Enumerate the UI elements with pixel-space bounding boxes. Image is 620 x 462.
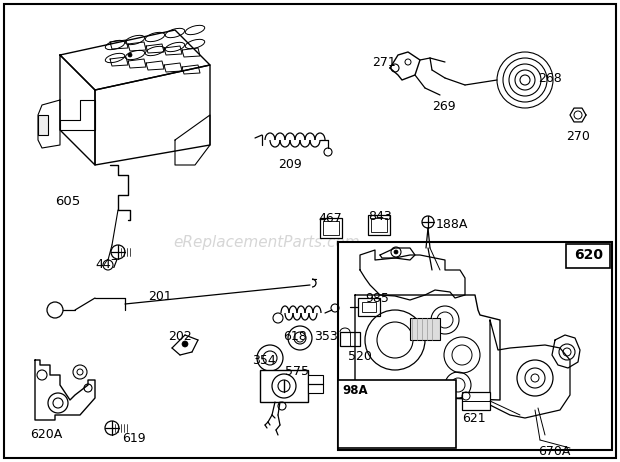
Text: 447: 447 xyxy=(95,258,119,271)
Text: 268: 268 xyxy=(538,72,562,85)
Bar xyxy=(368,215,390,235)
Text: 354: 354 xyxy=(252,354,276,367)
Bar xyxy=(362,302,376,312)
Text: 670A: 670A xyxy=(538,445,570,458)
Text: 575: 575 xyxy=(285,365,309,378)
Bar xyxy=(566,244,610,268)
Bar xyxy=(308,375,323,393)
Circle shape xyxy=(394,250,398,254)
Bar xyxy=(323,221,339,235)
Text: 202: 202 xyxy=(168,330,192,343)
Text: 271: 271 xyxy=(372,56,396,69)
Text: 270: 270 xyxy=(566,130,590,143)
Bar xyxy=(320,218,342,238)
Text: 520: 520 xyxy=(348,350,372,363)
Text: 620: 620 xyxy=(574,248,603,262)
Bar xyxy=(340,332,360,346)
Bar xyxy=(38,115,48,135)
Text: 201: 201 xyxy=(148,290,172,303)
Text: 605: 605 xyxy=(55,195,80,208)
Text: 618: 618 xyxy=(283,330,307,343)
Text: 620A: 620A xyxy=(30,428,62,441)
Text: 209: 209 xyxy=(278,158,302,171)
Text: 269: 269 xyxy=(432,100,456,113)
Bar xyxy=(358,298,380,316)
Bar xyxy=(371,218,387,232)
Text: eReplacementParts.com: eReplacementParts.com xyxy=(173,235,360,250)
Text: 467: 467 xyxy=(318,212,342,225)
Text: 619: 619 xyxy=(122,432,146,445)
Bar xyxy=(462,392,490,410)
Bar xyxy=(338,380,456,448)
Text: 98A: 98A xyxy=(342,384,368,397)
Text: 353: 353 xyxy=(314,330,338,343)
Text: 985: 985 xyxy=(365,292,389,305)
Bar xyxy=(410,318,440,340)
Circle shape xyxy=(128,53,132,57)
Circle shape xyxy=(182,341,188,347)
Text: 188A: 188A xyxy=(436,218,468,231)
Bar xyxy=(338,242,612,450)
Bar xyxy=(260,370,308,402)
Text: 621: 621 xyxy=(462,412,485,425)
Text: 843: 843 xyxy=(368,210,392,223)
